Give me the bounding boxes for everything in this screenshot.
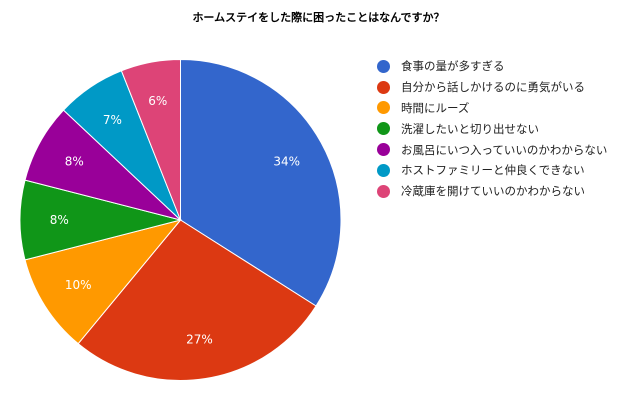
pie-slices — [19, 58, 342, 381]
pie-slice[interactable] — [120, 58, 181, 221]
legend-swatch-icon — [377, 163, 390, 177]
legend-label: 自分から話しかけるのに勇気がいる — [401, 80, 585, 95]
legend-swatch-icon — [377, 101, 390, 115]
legend-swatch-icon — [377, 59, 390, 73]
slice-percent-label: 6% — [148, 94, 167, 108]
legend-item[interactable]: 冷蔵庫を開けていいのかわからない — [377, 181, 607, 202]
slice-percent-label: 34% — [273, 155, 300, 169]
legend-swatch-icon — [377, 122, 390, 136]
legend-swatch-icon — [377, 80, 390, 94]
legend-label: 時間にルーズ — [401, 100, 470, 115]
legend-label: 冷蔵庫を開けていいのかわからない — [401, 184, 585, 199]
slice-percent-label: 10% — [65, 278, 92, 292]
legend-label: 食事の量が多すぎる — [401, 59, 505, 74]
legend: 食事の量が多すぎる 自分から話しかけるのに勇気がいる 時間にルーズ 洗濯したいと… — [377, 56, 607, 202]
legend-swatch-icon — [377, 184, 390, 198]
legend-label: お風呂にいつ入っていいのかわからない — [401, 142, 608, 157]
slice-percent-label: 8% — [65, 155, 84, 169]
legend-item[interactable]: お風呂にいつ入っていいのかわからない — [377, 139, 607, 160]
pie-labels: 34% 27% 10% 8% 8% 7% 6% — [50, 94, 300, 347]
slice-percent-label: 27% — [186, 333, 213, 347]
legend-item[interactable]: 洗濯したいと切り出せない — [377, 118, 607, 139]
legend-label: ホストファミリーと仲良くできない — [401, 163, 585, 178]
legend-item[interactable]: 自分から話しかけるのに勇気がいる — [377, 77, 607, 98]
legend-item[interactable]: 食事の量が多すぎる — [377, 56, 607, 77]
chart-title: ホームステイをした際に困ったことはなんですか？ — [192, 11, 445, 24]
slice-percent-label: 8% — [50, 213, 69, 227]
legend-item[interactable]: ホストファミリーと仲良くできない — [377, 160, 607, 181]
legend-item[interactable]: 時間にルーズ — [377, 98, 607, 119]
legend-label: 洗濯したいと切り出せない — [401, 121, 539, 136]
pie-slice[interactable] — [24, 219, 182, 345]
pie-slice[interactable] — [180, 58, 342, 307]
legend-swatch-icon — [377, 143, 390, 157]
slice-percent-label: 7% — [103, 113, 122, 127]
pie-slice[interactable] — [77, 219, 317, 381]
